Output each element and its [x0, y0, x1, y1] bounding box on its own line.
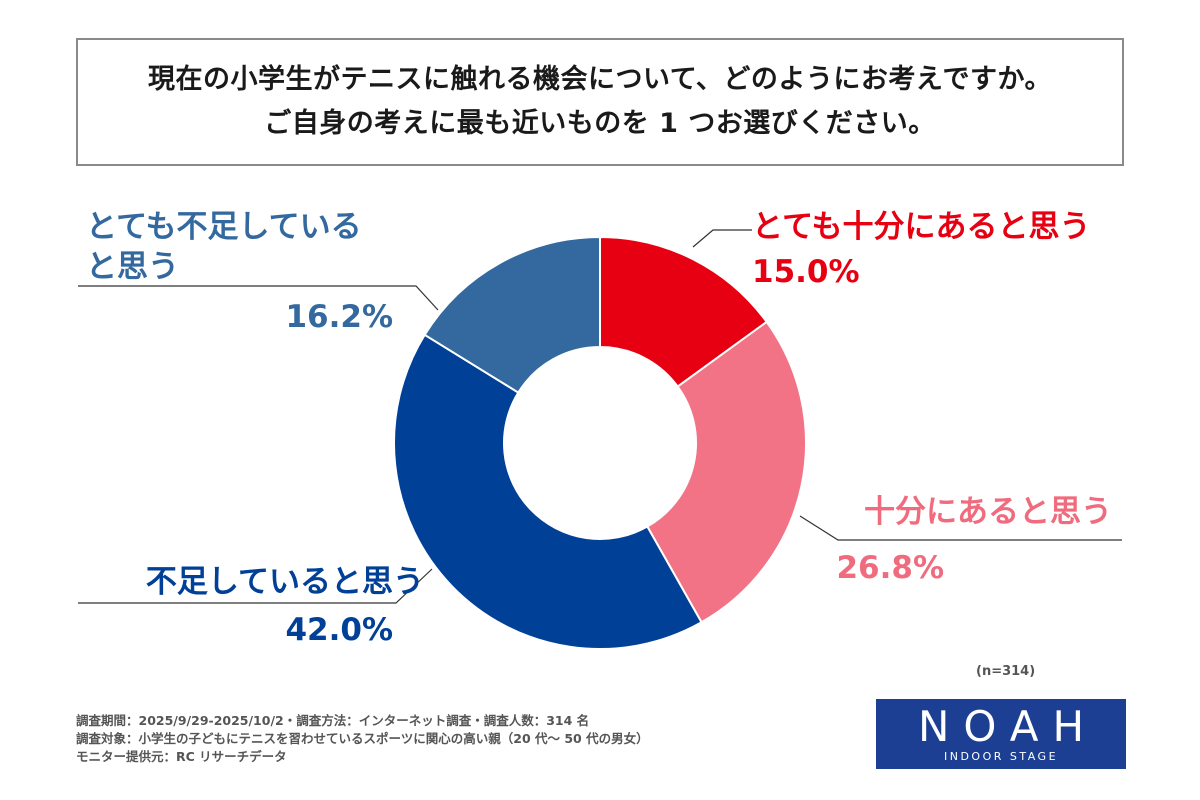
footnote-monitor-source: モニター提供元：RC リサーチデータ — [76, 749, 287, 764]
footnote-survey-target: 調査対象：小学生の子どもにテニスを習わせているスポーツに関心の高い親（20 代～… — [76, 731, 649, 746]
donut-slice — [599, 235, 769, 388]
donut-slice — [393, 333, 703, 651]
slice-label: 十分にあると思う — [864, 494, 1112, 530]
question-box: 現在の小学生がテニスに触れる機会について、どのようにお考えですか。 ご自身の考え… — [76, 38, 1124, 166]
donut-slice — [423, 235, 601, 394]
logo-main-text: NOAH — [917, 701, 1099, 751]
question-line-2: ご自身の考えに最も近いものを 1 つお選びください。 — [264, 108, 936, 139]
sample-size-label: (n=314) — [976, 664, 1036, 679]
slice-label: とても不足している — [86, 209, 362, 245]
leader-line — [692, 229, 752, 248]
slice-value-label: 42.0% — [285, 612, 393, 648]
noah-logo: NOAH INDOOR STAGE — [876, 699, 1126, 769]
donut-slice — [645, 320, 807, 624]
leader-line — [78, 568, 433, 604]
footnote-survey-period: 調査期間：2025/9/29-2025/10/2・調査方法：インターネット調査・… — [76, 713, 590, 728]
slice-label: 不足していると思う — [146, 564, 424, 600]
footnotes: 調査期間：2025/9/29-2025/10/2・調査方法：インターネット調査・… — [76, 712, 649, 766]
leader-line — [799, 515, 1122, 541]
slice-value-label: 16.2% — [285, 299, 393, 335]
question-line-1: 現在の小学生がテニスに触れる機会について、どのようにお考えですか。 — [148, 64, 1052, 95]
slice-label: とても十分にあると思う — [752, 209, 1091, 245]
leader-line — [78, 285, 439, 311]
slice-label: と思う — [86, 249, 179, 285]
slice-value-label: 15.0% — [752, 254, 860, 290]
logo-sub-text: INDOOR STAGE — [943, 749, 1059, 763]
slice-value-label: 26.8% — [836, 550, 944, 586]
